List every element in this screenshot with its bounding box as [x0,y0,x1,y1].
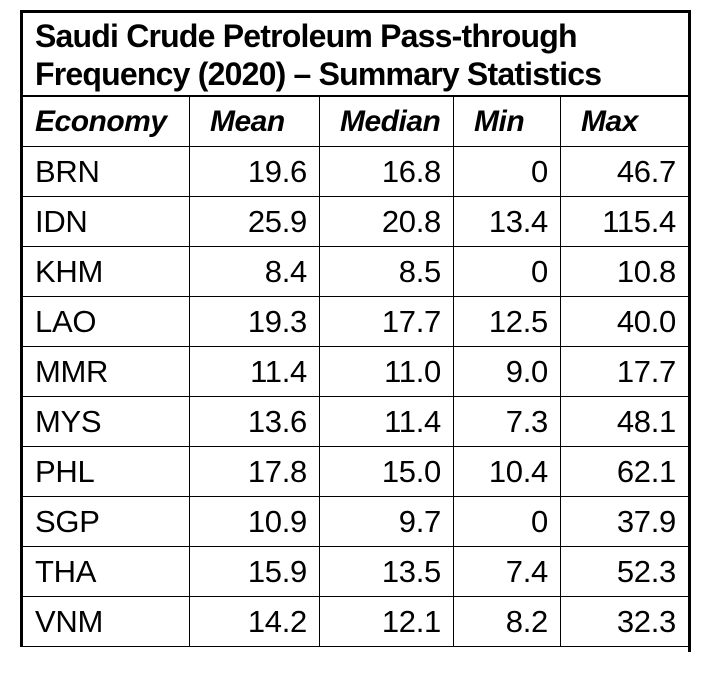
cell-economy: IDN [23,197,190,247]
cell-economy: VNM [23,597,190,647]
table-title-line-2: Frequency (2020) – Summary Statistics [35,56,602,92]
column-header-min: Min [454,97,561,147]
cell-mean: 13.6 [190,397,320,447]
cell-economy: KHM [23,247,190,297]
table-title: Saudi Crude Petroleum Pass-through Frequ… [23,13,688,97]
cell-max: 32.3 [561,597,688,647]
cell-max: 48.1 [561,397,688,447]
cell-median: 12.1 [320,597,454,647]
cell-max: 17.7 [561,347,688,397]
cell-max: 52.3 [561,547,688,597]
cell-median: 13.5 [320,547,454,597]
cell-economy: MYS [23,397,190,447]
cell-economy: PHL [23,447,190,497]
cell-mean: 10.9 [190,497,320,547]
cell-max: 37.9 [561,497,688,547]
cell-min: 0 [454,147,561,197]
cell-economy: BRN [23,147,190,197]
cell-max: 10.8 [561,247,688,297]
cell-min: 12.5 [454,297,561,347]
column-header-economy: Economy [23,97,190,147]
cell-mean: 19.3 [190,297,320,347]
cell-median: 16.8 [320,147,454,197]
cell-median: 15.0 [320,447,454,497]
cell-min: 0 [454,497,561,547]
cell-mean: 15.9 [190,547,320,597]
cell-min: 8.2 [454,597,561,647]
cell-economy: THA [23,547,190,597]
cell-mean: 19.6 [190,147,320,197]
cell-min: 0 [454,247,561,297]
cell-median: 17.7 [320,297,454,347]
cell-economy: SGP [23,497,190,547]
cell-max: 62.1 [561,447,688,497]
column-header-mean: Mean [190,97,320,147]
cell-min: 9.0 [454,347,561,397]
cell-mean: 14.2 [190,597,320,647]
cell-median: 8.5 [320,247,454,297]
table-title-line-1: Saudi Crude Petroleum Pass-through [35,18,578,54]
cell-median: 11.4 [320,397,454,447]
cell-mean: 11.4 [190,347,320,397]
cell-min: 7.3 [454,397,561,447]
summary-statistics-table: Saudi Crude Petroleum Pass-through Frequ… [20,10,691,647]
cell-median: 20.8 [320,197,454,247]
cell-max: 46.7 [561,147,688,197]
cell-median: 9.7 [320,497,454,547]
table-crop-border-stub [688,647,691,652]
cell-mean: 8.4 [190,247,320,297]
cell-mean: 25.9 [190,197,320,247]
cell-max: 115.4 [561,197,688,247]
column-header-max: Max [561,97,688,147]
cell-economy: MMR [23,347,190,397]
cell-min: 13.4 [454,197,561,247]
column-header-median: Median [320,97,454,147]
table-grid: Saudi Crude Petroleum Pass-through Frequ… [23,13,688,647]
cell-min: 10.4 [454,447,561,497]
cell-median: 11.0 [320,347,454,397]
cell-max: 40.0 [561,297,688,347]
cell-economy: LAO [23,297,190,347]
cell-mean: 17.8 [190,447,320,497]
cell-min: 7.4 [454,547,561,597]
